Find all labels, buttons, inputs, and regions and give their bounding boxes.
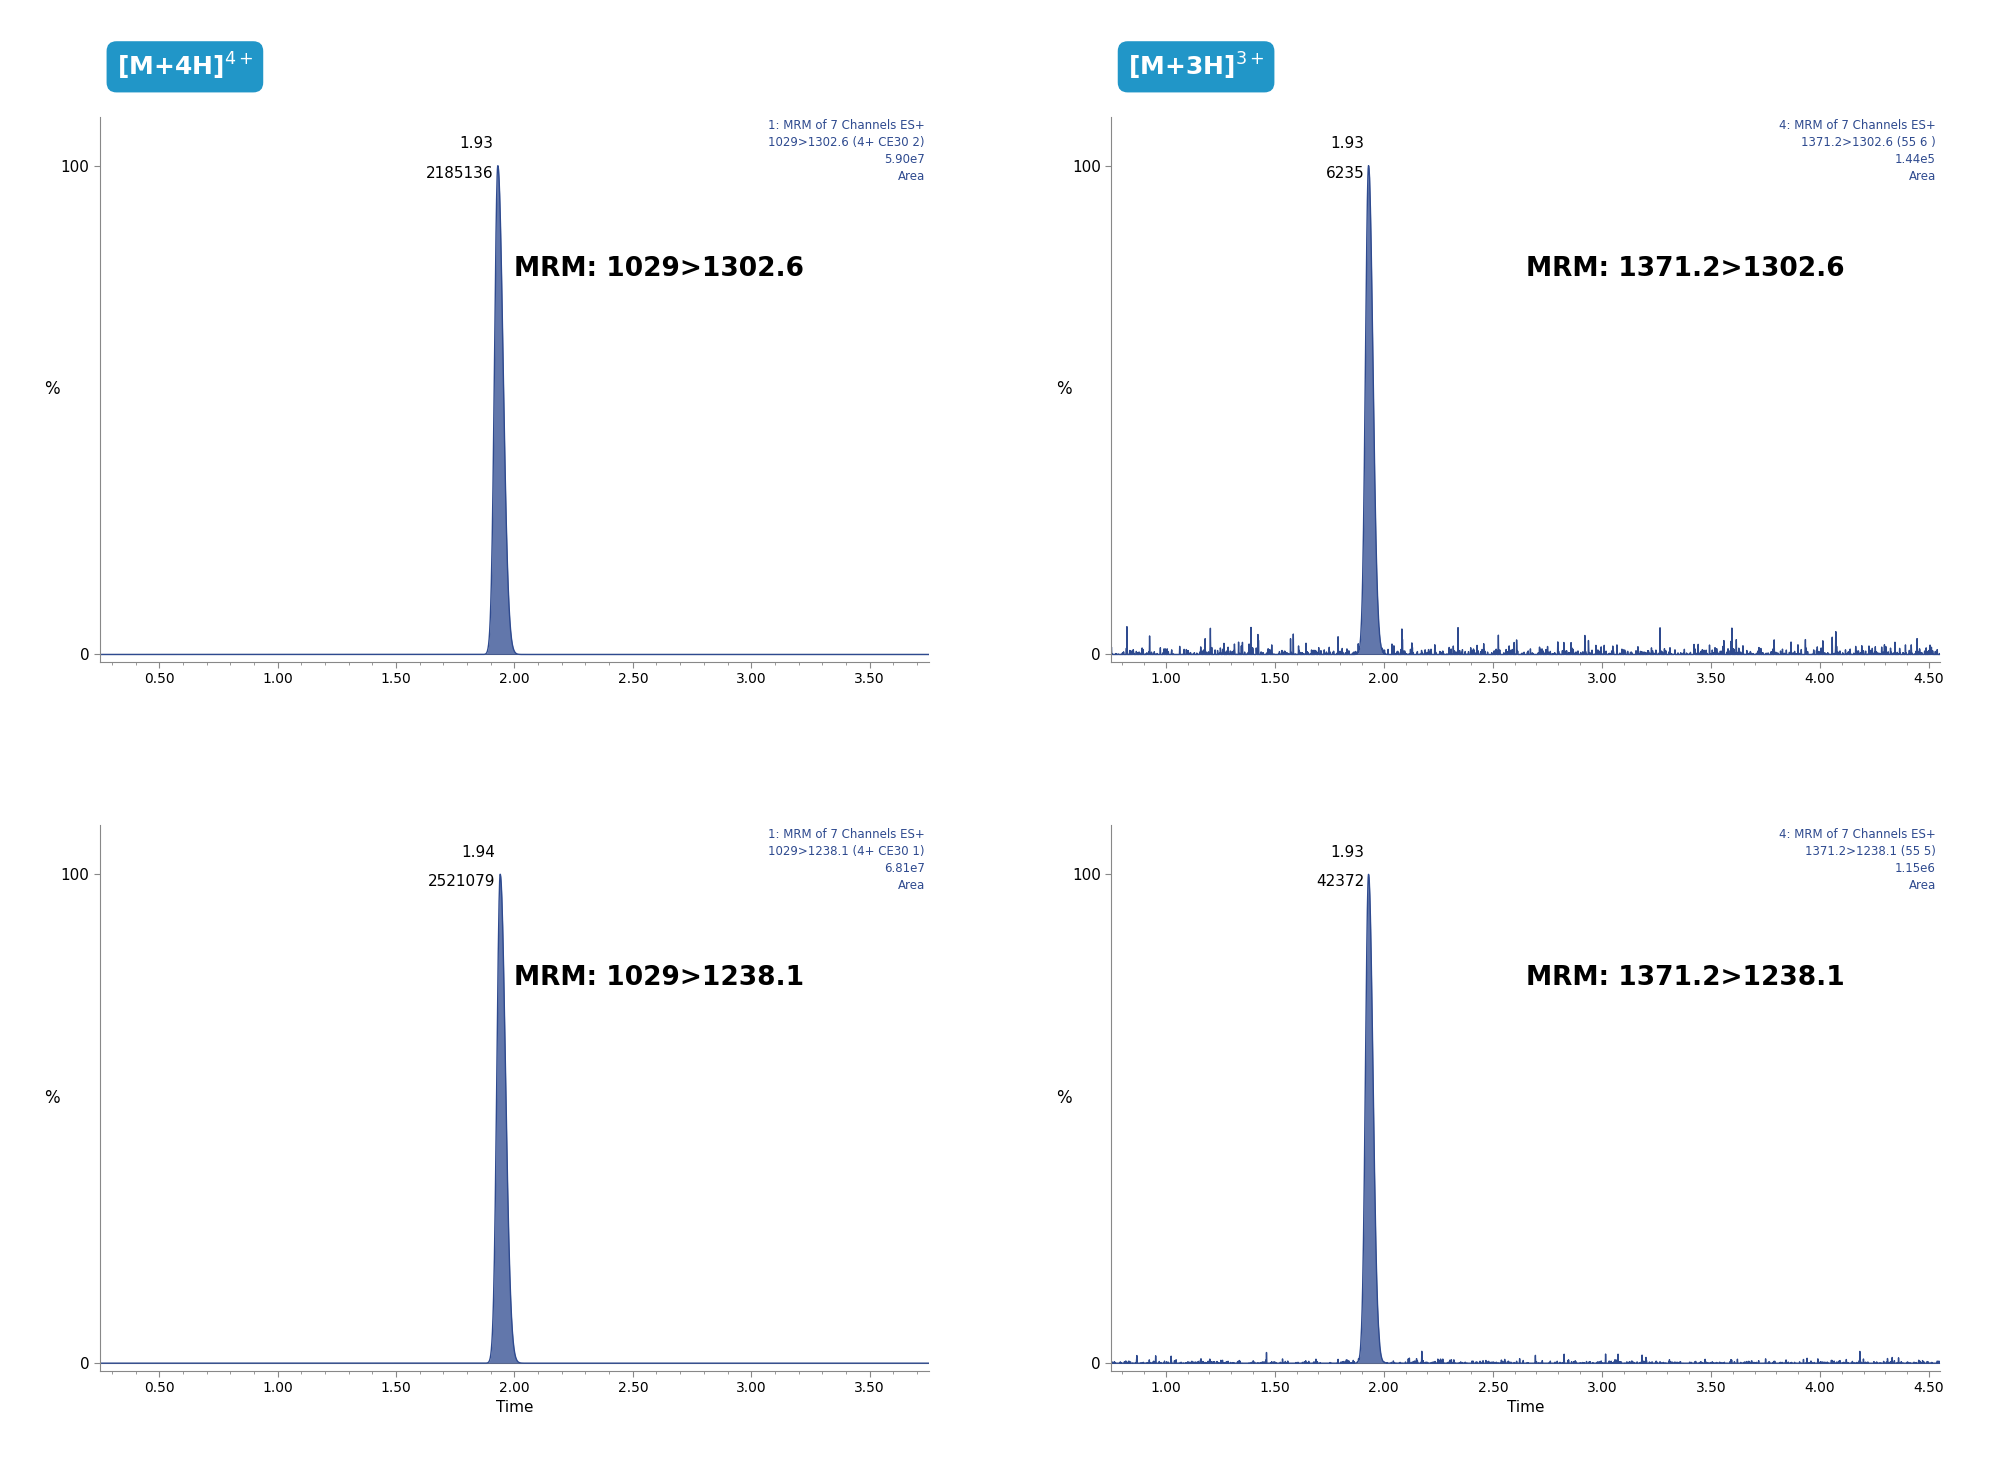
Text: 1.94: 1.94 bbox=[462, 844, 496, 860]
Text: MRM: 1029>1238.1: MRM: 1029>1238.1 bbox=[514, 965, 804, 991]
Text: MRM: 1371.2>1238.1: MRM: 1371.2>1238.1 bbox=[1526, 965, 1844, 991]
Text: 2521079: 2521079 bbox=[428, 875, 496, 889]
Text: 1: MRM of 7 Channels ES+
1029>1238.1 (4+ CE30 1)
6.81e7
Area: 1: MRM of 7 Channels ES+ 1029>1238.1 (4+… bbox=[768, 828, 924, 892]
Text: 2185136: 2185136 bbox=[426, 166, 494, 181]
Text: 42372: 42372 bbox=[1316, 875, 1364, 889]
Text: [M+3H]$^{3+}$: [M+3H]$^{3+}$ bbox=[1128, 51, 1264, 83]
Y-axis label: %: % bbox=[44, 381, 60, 398]
Text: 4: MRM of 7 Channels ES+
1371.2>1238.1 (55 5)
1.15e6
Area: 4: MRM of 7 Channels ES+ 1371.2>1238.1 (… bbox=[1780, 828, 1936, 892]
Text: MRM: 1371.2>1302.6: MRM: 1371.2>1302.6 bbox=[1526, 257, 1844, 283]
Y-axis label: %: % bbox=[1056, 381, 1072, 398]
X-axis label: Time: Time bbox=[1506, 1401, 1544, 1416]
Text: 6235: 6235 bbox=[1326, 166, 1364, 181]
Text: 4: MRM of 7 Channels ES+
1371.2>1302.6 (55 6 )
1.44e5
Area: 4: MRM of 7 Channels ES+ 1371.2>1302.6 (… bbox=[1780, 120, 1936, 184]
Y-axis label: %: % bbox=[1056, 1089, 1072, 1107]
Text: 1.93: 1.93 bbox=[1330, 844, 1364, 860]
Y-axis label: %: % bbox=[44, 1089, 60, 1107]
Text: MRM: 1029>1302.6: MRM: 1029>1302.6 bbox=[514, 257, 804, 283]
X-axis label: Time: Time bbox=[496, 1401, 534, 1416]
Text: 1.93: 1.93 bbox=[460, 136, 494, 150]
Text: 1: MRM of 7 Channels ES+
1029>1302.6 (4+ CE30 2)
5.90e7
Area: 1: MRM of 7 Channels ES+ 1029>1302.6 (4+… bbox=[768, 120, 924, 184]
Text: [M+4H]$^{4+}$: [M+4H]$^{4+}$ bbox=[116, 51, 254, 83]
Text: 1.93: 1.93 bbox=[1330, 136, 1364, 150]
